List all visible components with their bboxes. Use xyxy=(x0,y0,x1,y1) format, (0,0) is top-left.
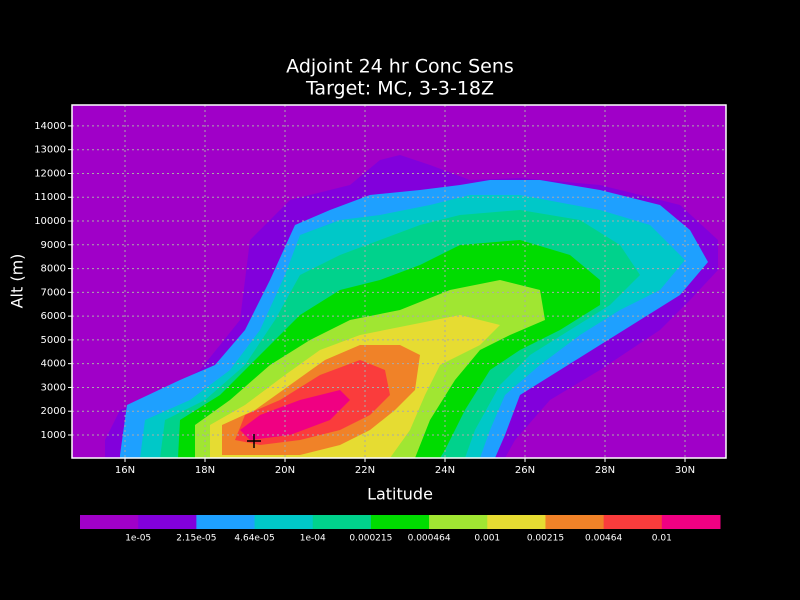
x-tick-label: 26N xyxy=(515,465,535,476)
colorbar-swatch xyxy=(138,515,197,529)
colorbar-swatch xyxy=(545,515,605,529)
x-tick-label: 18N xyxy=(195,465,215,476)
colorbar-label: 0.000464 xyxy=(408,534,451,544)
colorbar-swatch xyxy=(80,515,139,529)
colorbar-swatch xyxy=(370,515,430,529)
colorbar-label: 0.000215 xyxy=(349,534,392,544)
colorbar-label: 4.64e-05 xyxy=(234,534,274,544)
y-tick-label: 2000 xyxy=(41,406,66,417)
target-marker xyxy=(247,434,261,449)
y-tick-label: 7000 xyxy=(41,287,66,298)
y-tick-label: 4000 xyxy=(41,359,66,370)
x-tick-label: 16N xyxy=(115,465,135,476)
colorbar-swatch xyxy=(661,515,721,529)
y-tick-label: 1000 xyxy=(41,430,66,441)
y-tick-label: 6000 xyxy=(41,311,66,322)
y-tick-label: 14000 xyxy=(34,121,66,132)
colorbar-label: 0.00215 xyxy=(527,534,564,544)
y-axis-label: Alt (m) xyxy=(8,254,27,309)
colorbar-swatch xyxy=(196,515,256,529)
colorbar-label: 0.01 xyxy=(652,534,672,544)
chart-subtitle: Target: MC, 3-3-18Z xyxy=(305,78,494,100)
x-tick-label: 24N xyxy=(435,465,455,476)
x-tick-label: 22N xyxy=(355,465,375,476)
y-tick-label: 11000 xyxy=(34,192,66,203)
colorbar-swatch xyxy=(429,515,488,529)
colorbar-label: 0.00464 xyxy=(585,534,622,544)
y-tick-label: 10000 xyxy=(34,216,66,227)
colorbar-label: 2.15e-05 xyxy=(176,534,216,544)
x-tick-label: 20N xyxy=(275,465,295,476)
y-tick-label: 12000 xyxy=(34,168,66,179)
x-axis-label: Latitude xyxy=(367,485,433,504)
colorbar-label: 1e-05 xyxy=(125,534,151,544)
colorbar-swatch xyxy=(603,515,663,529)
colorbar-label: 0.001 xyxy=(474,534,500,544)
x-tick-label: 30N xyxy=(675,465,695,476)
colorbar-swatch xyxy=(487,515,546,529)
colorbar-label: 1e-04 xyxy=(300,534,326,544)
y-tick-label: 8000 xyxy=(41,264,66,275)
chart-title: Adjoint 24 hr Conc Sens xyxy=(286,56,514,78)
colorbar-swatch xyxy=(312,515,372,529)
y-tick-label: 3000 xyxy=(41,382,66,393)
x-tick-label: 28N xyxy=(595,465,615,476)
y-tick-label: 5000 xyxy=(41,335,66,346)
y-tick-label: 13000 xyxy=(34,145,66,156)
contour-region xyxy=(240,390,350,440)
colorbar-swatch xyxy=(254,515,314,529)
plot-frame xyxy=(71,104,727,459)
y-tick-label: 9000 xyxy=(41,240,66,251)
